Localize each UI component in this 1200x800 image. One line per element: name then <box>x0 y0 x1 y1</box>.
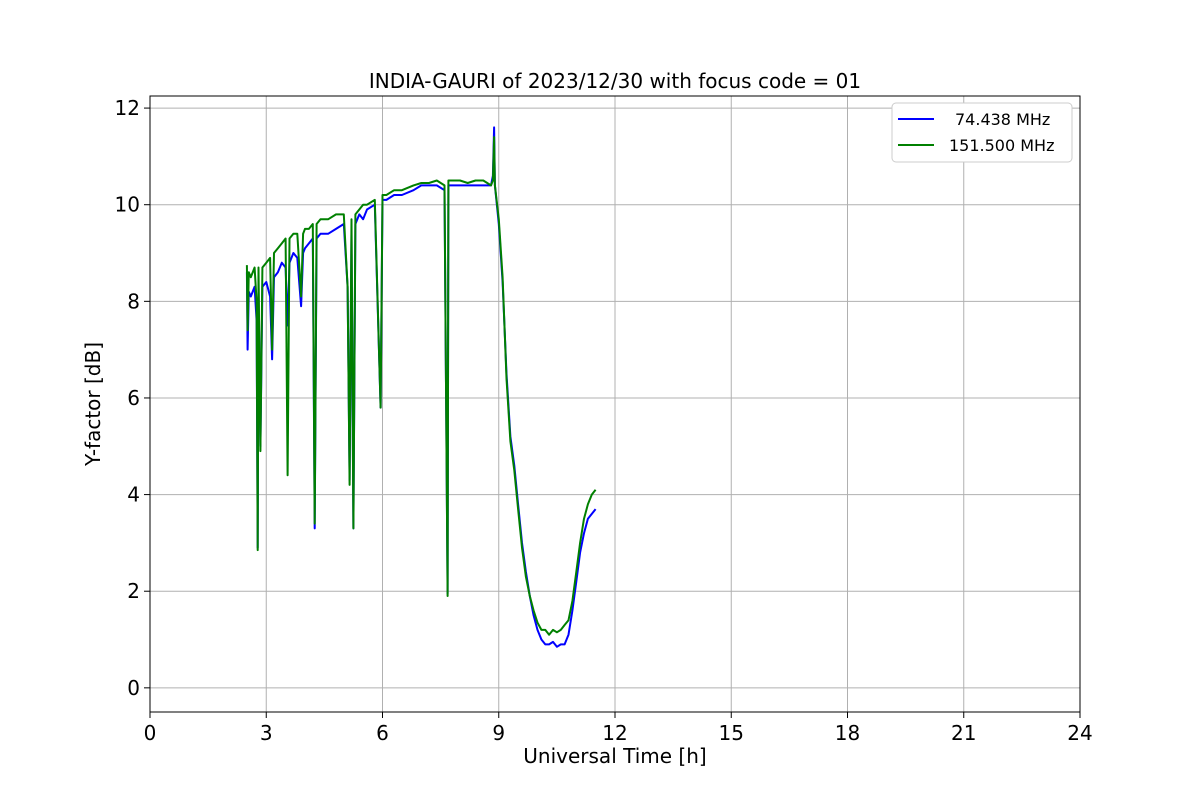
y-axis-label: Y-factor [dB] <box>81 342 105 467</box>
y-tick-label: 10 <box>115 193 140 217</box>
y-tick-label: 12 <box>115 96 140 120</box>
series-line-151-mhz <box>245 136 597 636</box>
x-tick-label: 0 <box>144 721 157 745</box>
x-tick-label: 18 <box>835 721 860 745</box>
legend-label-74-mhz: 74.438 MHz <box>955 110 1050 129</box>
x-tick-label: 15 <box>719 721 744 745</box>
x-tick-label: 9 <box>492 721 505 745</box>
series-line-74-mhz <box>245 126 597 648</box>
y-tick-label: 0 <box>127 676 140 700</box>
y-tick-label: 2 <box>127 579 140 603</box>
legend: 74.438 MHz 151.500 MHz <box>891 102 1073 163</box>
x-tick-label: 21 <box>951 721 976 745</box>
x-tick-label: 12 <box>602 721 627 745</box>
x-tick-label: 6 <box>376 721 389 745</box>
legend-label-151-mhz: 151.500 MHz <box>949 136 1054 155</box>
chart-title: INDIA-GAURI of 2023/12/30 with focus cod… <box>369 69 861 93</box>
legend-box <box>891 102 1073 163</box>
x-tick-label: 3 <box>260 721 273 745</box>
x-tick-label: 24 <box>1067 721 1092 745</box>
y-tick-label: 6 <box>127 386 140 410</box>
y-tick-label: 8 <box>127 289 140 313</box>
x-axis-label: Universal Time [h] <box>523 744 706 768</box>
y-tick-label: 4 <box>127 483 140 507</box>
series-group <box>245 126 597 648</box>
